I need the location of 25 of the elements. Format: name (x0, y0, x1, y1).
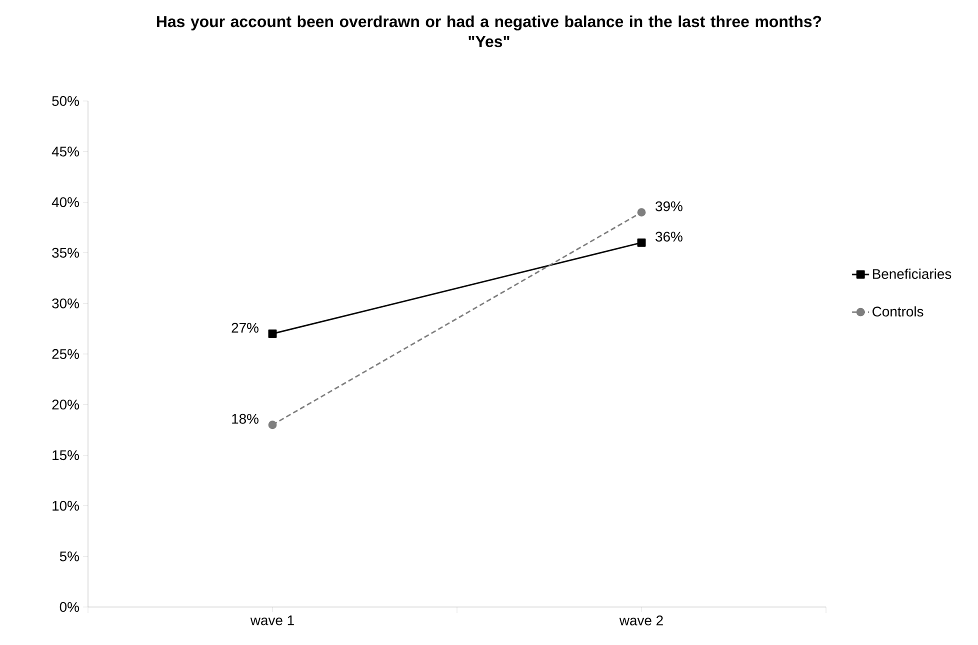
y-tick-label: 35% (52, 248, 79, 258)
data-label: 39% (656, 201, 682, 212)
y-tick-label: 40% (52, 197, 79, 208)
y-tick-label: 0% (60, 602, 79, 612)
point (637, 208, 646, 217)
y-tick-label: 25% (52, 349, 79, 359)
data-label: 36% (656, 232, 682, 242)
legend-label: Beneficiaries (872, 268, 952, 279)
chart-subtitle: "Yes" (468, 36, 510, 48)
y-tick-label: 5% (60, 551, 79, 562)
y-tick-label: 20% (52, 400, 79, 410)
y-tick-label: 30% (52, 298, 79, 308)
x-tick-label: wave 1 (250, 616, 294, 626)
chart-title: Has your account been overdrawn or had a negative balance in the last three months? (157, 16, 822, 30)
y-tick-label: 50% (52, 96, 79, 106)
data-label: 27% (232, 322, 258, 333)
point (268, 420, 277, 430)
y-tick-label: 45% (52, 146, 79, 157)
data-label: 18% (232, 414, 258, 424)
y-tick-label: 10% (52, 500, 79, 511)
point (637, 238, 646, 247)
point (268, 330, 277, 338)
x-tick-label: wave 2 (619, 616, 663, 626)
y-tick-label: 15% (52, 450, 79, 460)
legend-label: Controls (872, 306, 924, 317)
